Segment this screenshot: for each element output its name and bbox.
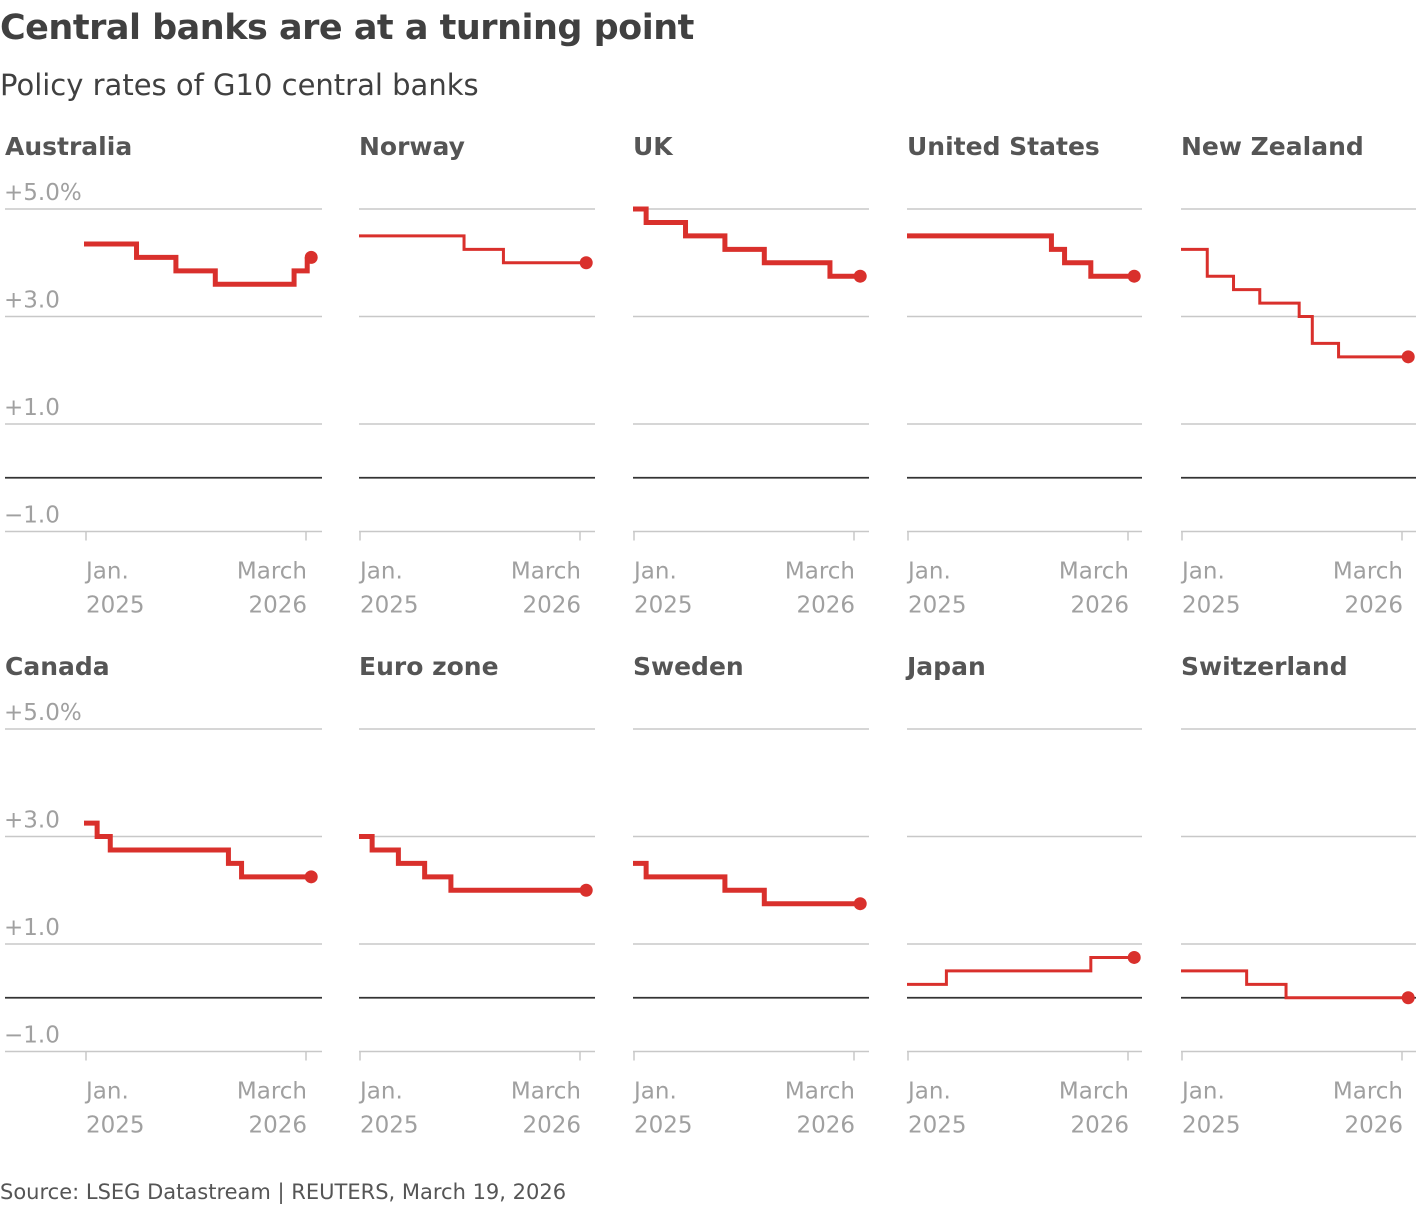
y-tick-label: +1.0: [4, 915, 60, 941]
chart-title: Central banks are at a turning point: [0, 8, 694, 48]
panel-title: Sweden: [633, 652, 744, 681]
series-line: [907, 955, 1131, 986]
x-tick-label: Jan.: [84, 1079, 129, 1105]
x-tick-label: 2026: [1344, 593, 1403, 619]
x-tick-label: 2026: [248, 1113, 307, 1139]
panel-title: Australia: [5, 132, 132, 161]
x-tick-label: Jan.: [632, 1079, 677, 1105]
panel-title: New Zealand: [1181, 132, 1364, 161]
x-tick-label: 2025: [1182, 1113, 1241, 1139]
x-tick-label: March: [1059, 559, 1129, 585]
x-tick-label: 2025: [908, 593, 967, 619]
y-tick-label: +1.0: [4, 395, 60, 421]
panel-sweden: Sweden Jan. 2025 March 2026: [632, 652, 869, 1139]
x-tick-label: Jan.: [358, 559, 403, 585]
panel-new-zealand: New Zealand Jan. 2025 March 2026: [1180, 132, 1416, 619]
x-tick-label: Jan.: [906, 559, 951, 585]
end-point: [1127, 950, 1141, 964]
panel-united-states: United States Jan. 2025 March 2026: [906, 132, 1142, 619]
x-tick-label: March: [1059, 1079, 1129, 1105]
panel-canada: Canada +5.0% +3.0 +1.0 −1.0 Jan. 2025 March 2026: [4, 652, 322, 1139]
series-line: [84, 820, 308, 880]
x-tick-label: 2025: [86, 1113, 145, 1139]
series-line: [633, 206, 857, 279]
series-line: [1181, 247, 1405, 359]
panel-title: Canada: [5, 652, 110, 681]
panel-title: Switzerland: [1181, 652, 1348, 681]
y-tick-label: +5.0%: [4, 700, 82, 726]
series-line: [359, 834, 583, 893]
panel-title: Japan: [905, 652, 986, 681]
end-point: [853, 897, 867, 911]
series-line: [633, 860, 857, 907]
panel-norway: Norway Jan. 2025 March 2026: [358, 132, 595, 619]
x-tick-label: 2026: [1070, 1113, 1129, 1139]
x-tick-label: Jan.: [1180, 559, 1225, 585]
y-tick-label: +5.0%: [4, 180, 82, 206]
series-line: [907, 233, 1131, 279]
x-tick-label: 2026: [796, 1113, 855, 1139]
x-tick-label: 2026: [522, 593, 581, 619]
x-tick-label: March: [785, 559, 855, 585]
x-tick-label: Jan.: [84, 559, 129, 585]
x-tick-label: 2025: [634, 1113, 693, 1139]
series-line: [359, 234, 583, 265]
x-tick-label: 2025: [360, 593, 419, 619]
x-tick-label: Jan.: [632, 559, 677, 585]
small-multiples-chart: Australia +5.0% +3.0 +1.0 −1.0 Jan. 2025 March 2…: [4, 132, 1416, 1139]
x-tick-label: 2025: [1182, 593, 1241, 619]
x-tick-label: Jan.: [358, 1079, 403, 1105]
y-tick-label: +3.0: [4, 288, 60, 314]
end-point: [1401, 350, 1415, 364]
x-tick-label: March: [511, 1079, 581, 1105]
x-tick-label: Jan.: [1180, 1079, 1225, 1105]
source-note: Source: LSEG Datastream | REUTERS, March…: [0, 1180, 567, 1204]
x-tick-label: March: [1333, 1079, 1403, 1105]
x-tick-label: 2026: [1344, 1113, 1403, 1139]
panel-title: UK: [633, 132, 674, 161]
y-tick-label: −1.0: [4, 1023, 60, 1049]
x-tick-label: March: [237, 559, 307, 585]
end-point: [853, 269, 867, 283]
series-line: [84, 241, 310, 287]
x-tick-label: 2025: [360, 1113, 419, 1139]
x-tick-label: 2025: [634, 593, 693, 619]
x-tick-label: March: [1333, 559, 1403, 585]
x-tick-label: March: [237, 1079, 307, 1105]
x-tick-label: Jan.: [906, 1079, 951, 1105]
end-point: [304, 870, 318, 884]
panel-australia: Australia +5.0% +3.0 +1.0 −1.0 Jan. 2025 March 2…: [4, 132, 322, 619]
end-point: [1127, 269, 1141, 283]
panel-euro-zone: Euro zone Jan. 2025 March 2026: [358, 652, 595, 1139]
end-point: [304, 250, 318, 264]
panel-title: United States: [907, 132, 1100, 161]
x-tick-label: 2026: [796, 593, 855, 619]
x-tick-label: March: [511, 559, 581, 585]
x-tick-label: 2026: [1070, 593, 1129, 619]
x-tick-label: 2025: [908, 1113, 967, 1139]
x-tick-label: March: [785, 1079, 855, 1105]
panel-uk: UK Jan. 2025 March 2026: [632, 132, 869, 619]
panel-japan: Japan Jan. 2025 March 2026: [905, 652, 1142, 1139]
x-tick-label: 2025: [86, 593, 145, 619]
y-tick-label: −1.0: [4, 503, 60, 529]
end-point: [579, 883, 593, 897]
end-point: [579, 256, 593, 270]
panel-title: Euro zone: [359, 652, 499, 681]
y-tick-label: +3.0: [4, 808, 60, 834]
series-line: [1181, 969, 1405, 1000]
panel-title: Norway: [359, 132, 465, 161]
end-point: [1401, 991, 1415, 1005]
x-tick-label: 2026: [248, 593, 307, 619]
chart-subtitle: Policy rates of G10 central banks: [0, 68, 479, 102]
x-tick-label: 2026: [522, 1113, 581, 1139]
panel-switzerland: Switzerland Jan. 2025 March 2026: [1180, 652, 1416, 1139]
